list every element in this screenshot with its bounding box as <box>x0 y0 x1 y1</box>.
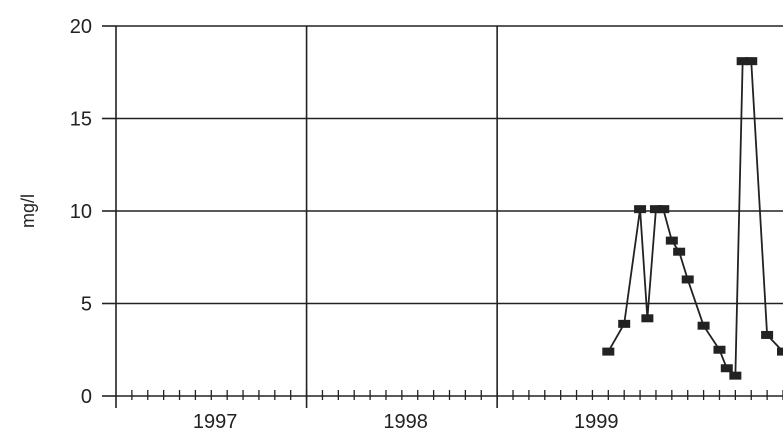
x-tick-labels: 1997 1998 1999 <box>193 411 619 433</box>
data-point <box>681 275 694 284</box>
data-point <box>602 347 615 356</box>
data-point <box>634 205 647 214</box>
axes <box>102 25 783 408</box>
y-tick-label: 10 <box>70 201 92 223</box>
data-point <box>657 205 670 214</box>
data-point <box>673 247 686 256</box>
data-point <box>665 236 678 245</box>
y-tick-label: 15 <box>70 109 92 131</box>
y-tick-label: 5 <box>81 294 92 316</box>
y-tick-labels: 0 5 10 15 20 <box>70 16 92 408</box>
grid <box>116 25 783 408</box>
data-point <box>729 371 742 380</box>
data-point <box>720 364 733 373</box>
data-point <box>618 319 631 328</box>
data-point <box>713 345 726 354</box>
x-tick-label: 1998 <box>383 411 428 433</box>
y-tick-label: 0 <box>81 386 92 408</box>
series-line-path <box>607 60 783 378</box>
data-point <box>745 57 758 66</box>
x-tick-label: 1999 <box>574 411 619 433</box>
data-point <box>777 347 783 356</box>
y-axis-title: mg/l <box>18 194 38 228</box>
x-tick-label: 1997 <box>193 411 238 433</box>
data-point <box>736 57 749 66</box>
x-minor-ticks <box>131 390 783 400</box>
data-point <box>761 330 774 339</box>
y-tick-label: 20 <box>70 16 92 38</box>
series-line <box>602 57 783 380</box>
data-point <box>641 314 654 323</box>
data-point <box>697 321 710 330</box>
data-point <box>649 205 662 214</box>
